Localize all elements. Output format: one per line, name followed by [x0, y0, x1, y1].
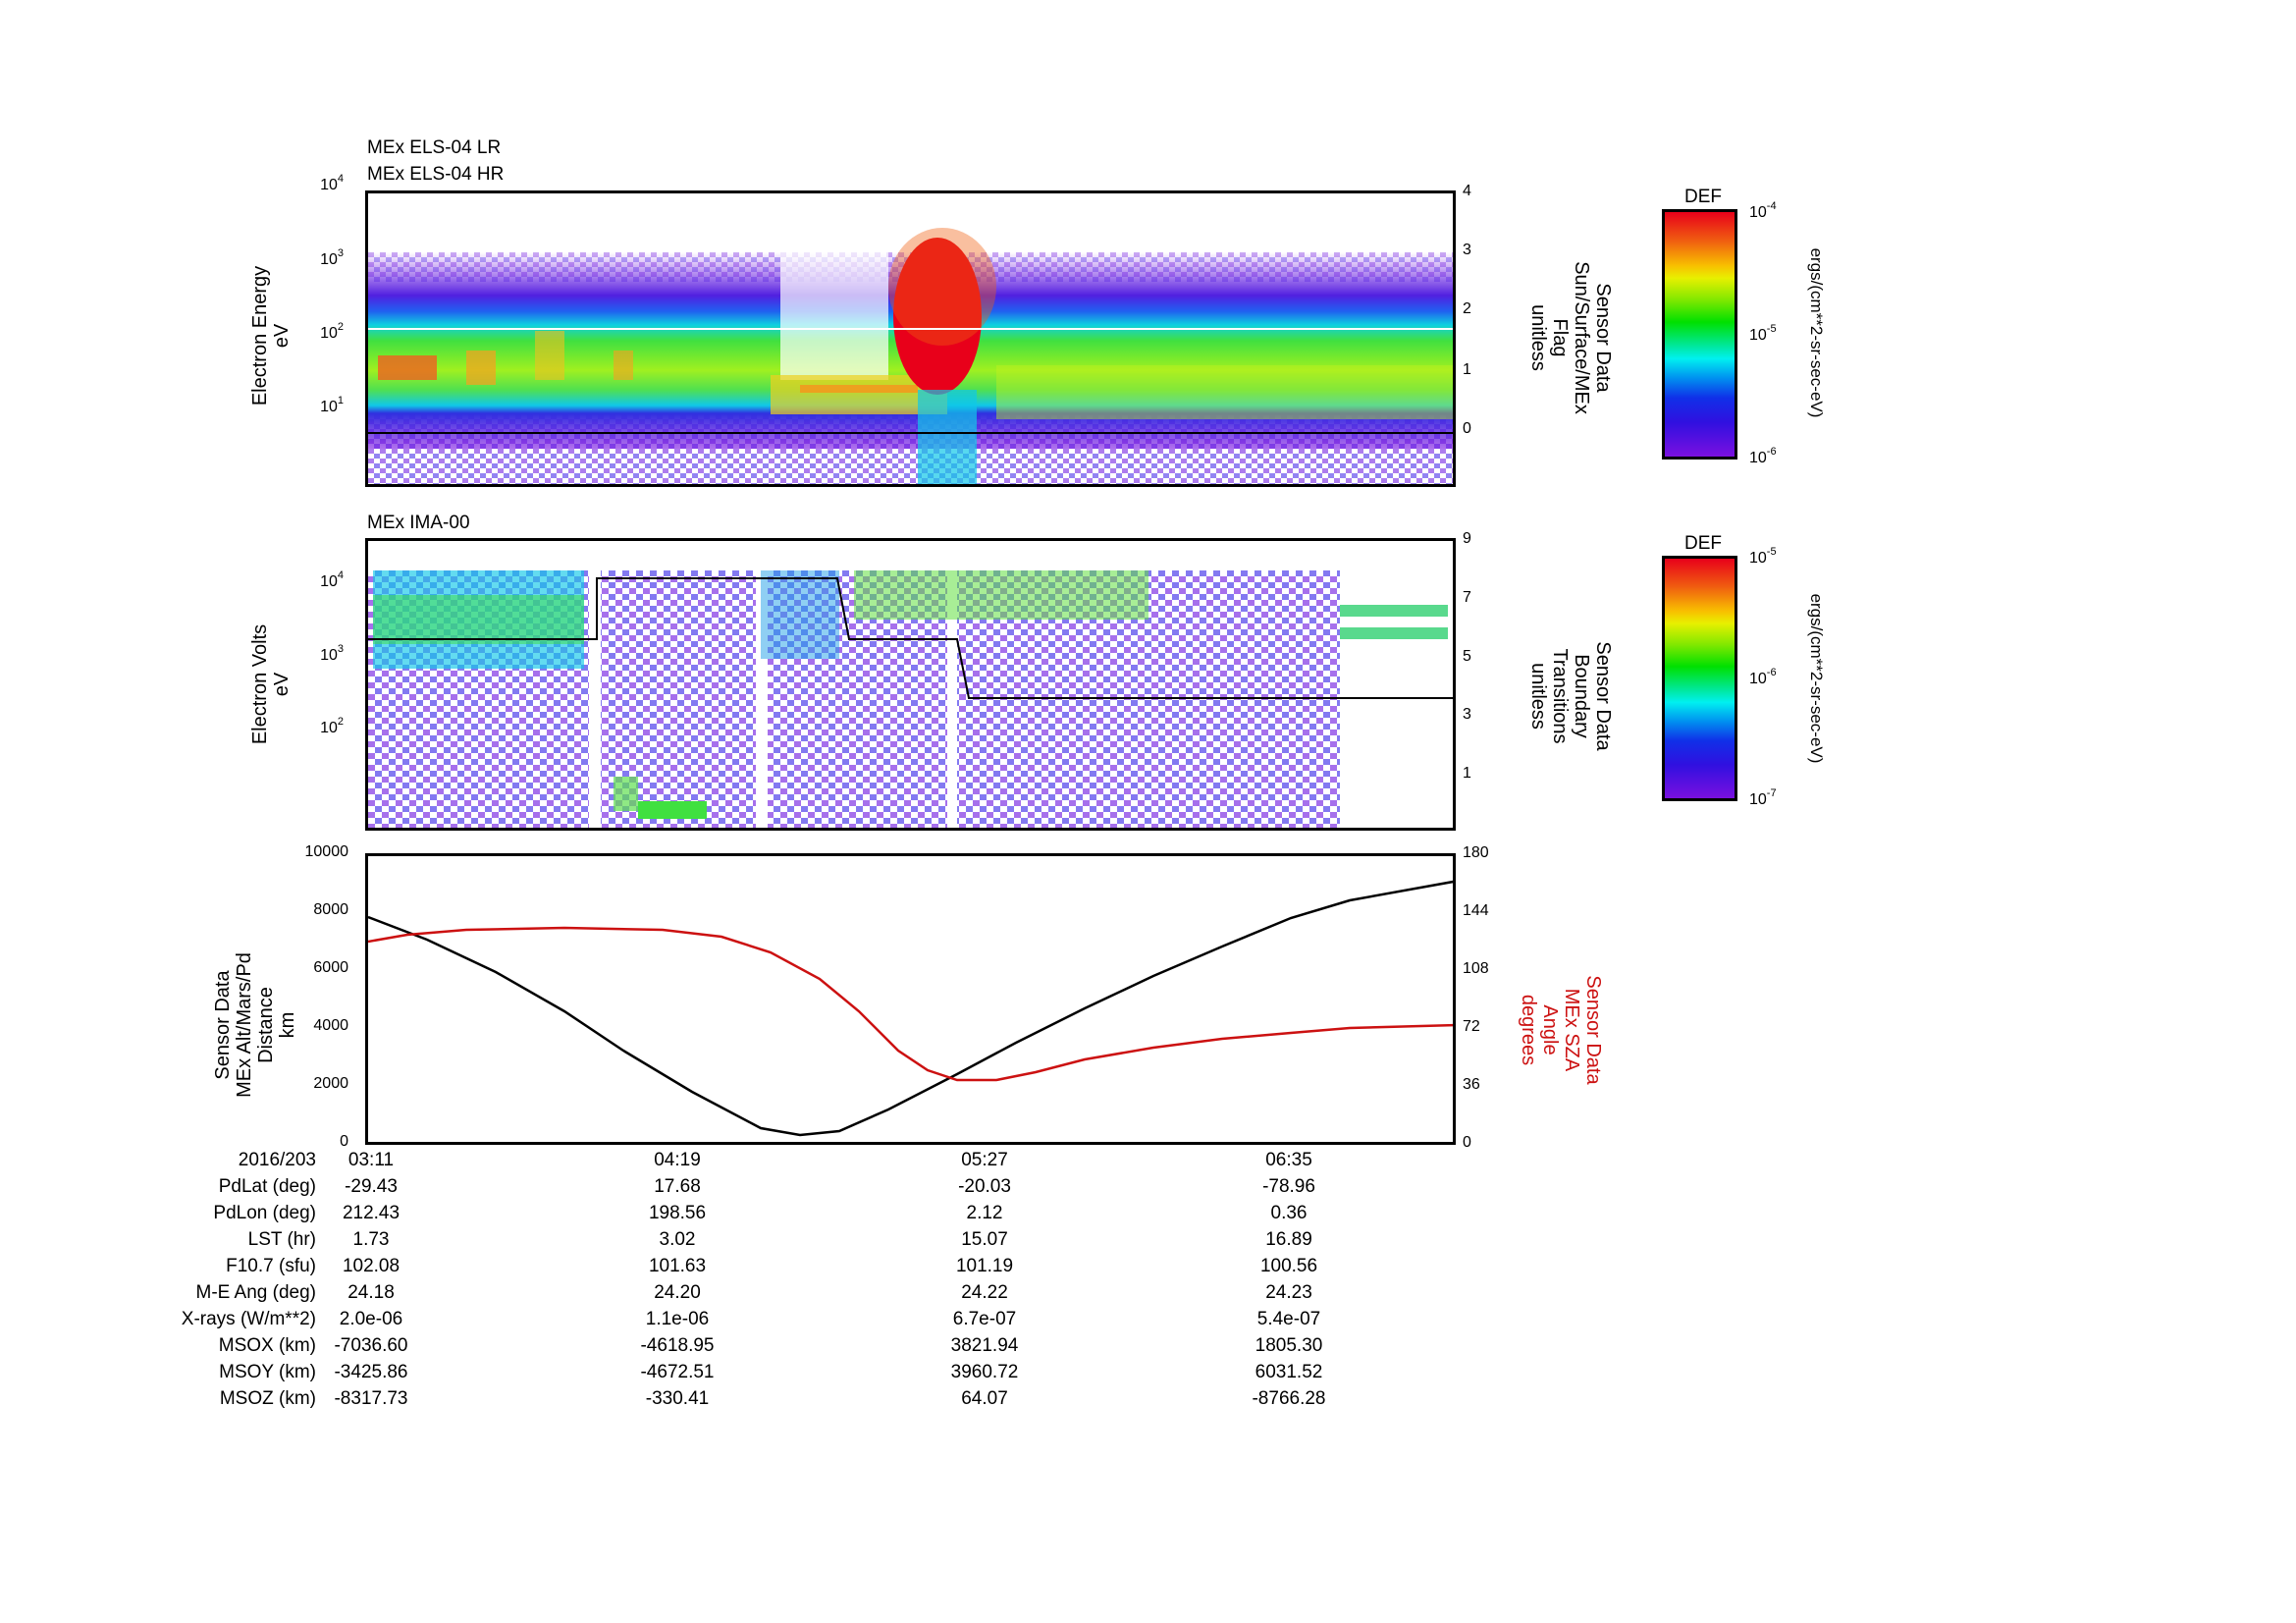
p3-y2tick-144: 144	[1463, 902, 1489, 919]
p3-y2tick-72: 72	[1463, 1018, 1480, 1035]
altitude-sza-lines	[368, 880, 1453, 1137]
p1-y2label: Sensor Data Sun/Surface/MEx Flag unitless	[1527, 261, 1614, 414]
table-date-label: 2016/203	[238, 1150, 316, 1170]
colorbar-2	[1662, 556, 1737, 801]
p1-y2tick-3: 3	[1463, 242, 1471, 258]
els-spectrogram	[365, 190, 1456, 487]
p1-ytick-1e2: 102	[320, 321, 344, 342]
time-tick-3: 06:35	[1265, 1150, 1312, 1170]
p3-y2tick-108: 108	[1463, 960, 1489, 977]
cbar2-units: ergs/(cm**2-sr-sec-eV)	[1807, 593, 1826, 764]
time-tick-0: 03:11	[347, 1150, 395, 1170]
p1-ylabel: Electron Energy eV	[249, 265, 293, 406]
p2-y2tick-5: 5	[1463, 648, 1471, 665]
els-spectrogram-image	[368, 228, 1453, 484]
time-tick-2: 05:27	[961, 1150, 1008, 1170]
p2-y2tick-1: 1	[1463, 765, 1471, 782]
ima-spectrogram	[365, 538, 1456, 831]
p1-y2tick-1: 1	[1463, 361, 1471, 378]
p3-y2tick-36: 36	[1463, 1076, 1480, 1093]
p3-ytick-10000: 10000	[304, 843, 349, 860]
colorbar-1	[1662, 209, 1737, 460]
p2-y2tick-7: 7	[1463, 589, 1471, 606]
panel2-title: MEx IMA-00	[367, 513, 470, 533]
p3-ylabel: Sensor Data MEx Alt/Mars/Pd Distance km	[212, 952, 298, 1098]
cbar2-bottom: 10-7	[1749, 787, 1777, 808]
cbar1-title: DEF	[1684, 187, 1722, 207]
time-tick-1: 04:19	[654, 1150, 701, 1170]
p1-ytick-1e3: 103	[320, 247, 344, 268]
cbar2-mid: 10-6	[1749, 667, 1777, 687]
p1-ytick-1e4: 104	[320, 173, 344, 193]
p3-ytick-8000: 8000	[313, 901, 348, 918]
cbar1-units: ergs/(cm**2-sr-sec-eV)	[1807, 247, 1826, 418]
p1-y2tick-0: 0	[1463, 420, 1471, 437]
p2-y2label: Sensor Data Boundary Transitions unitless	[1527, 641, 1614, 751]
cbar1-top: 10-4	[1749, 200, 1777, 221]
p3-y2tick-180: 180	[1463, 844, 1489, 861]
cbar1-bottom: 10-6	[1749, 446, 1777, 466]
cbar2-title: DEF	[1684, 533, 1722, 554]
p2-y2tick-3: 3	[1463, 706, 1471, 723]
p1-ytick-1e1: 101	[320, 395, 344, 415]
panel1-title-hr: MEx ELS-04 HR	[367, 164, 505, 185]
p3-y2label: Sensor Data MEx SZA Angle degrees	[1518, 975, 1604, 1085]
p3-ytick-6000: 6000	[313, 959, 348, 976]
p1-y2tick-2: 2	[1463, 300, 1471, 317]
p3-ytick-0: 0	[340, 1133, 348, 1150]
p2-ytick-1e2: 102	[320, 716, 344, 736]
p3-ytick-4000: 4000	[313, 1017, 348, 1034]
ima-spectrogram-image	[368, 541, 1453, 828]
p3-y2tick-0: 0	[1463, 1134, 1471, 1151]
cbar1-mid: 10-5	[1749, 323, 1777, 344]
p3-ytick-2000: 2000	[313, 1075, 348, 1092]
p1-y2tick-4: 4	[1463, 183, 1471, 199]
panel1-title-lr: MEx ELS-04 LR	[367, 137, 502, 158]
altitude-sza-plot	[365, 853, 1456, 1145]
p2-y2tick-9: 9	[1463, 530, 1471, 547]
p2-ytick-1e4: 104	[320, 569, 344, 590]
cbar2-top: 10-5	[1749, 546, 1777, 567]
p2-ytick-1e3: 103	[320, 643, 344, 664]
p2-ylabel: Electron Volts eV	[249, 623, 293, 745]
